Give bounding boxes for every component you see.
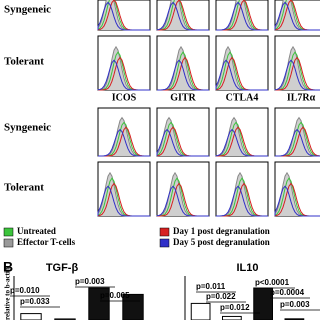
p-value: p=0.005	[100, 291, 130, 300]
legend-label: Day 5 post degranulation	[173, 237, 270, 247]
column-header: GITR	[170, 92, 196, 103]
histogram-curve	[216, 185, 268, 217]
histogram-curve	[97, 59, 150, 91]
p-value: p=0.022	[206, 292, 236, 301]
histogram-curve	[274, 185, 320, 217]
chart-title: IL10	[236, 262, 258, 274]
p-value: p=0.003	[280, 300, 310, 309]
p-value: p=0.0004	[270, 288, 305, 297]
histogram-curve	[275, 128, 320, 157]
row-label: Tolerant	[4, 182, 44, 194]
bar	[190, 302, 211, 320]
p-value: p=0.012	[220, 303, 250, 312]
p-value: p=0.011	[196, 282, 226, 291]
legend-label: Effector T-cells	[17, 237, 76, 247]
p-value: p<0.0001	[255, 278, 290, 287]
histogram-curve	[215, 128, 268, 157]
column-header: IL7Rα	[287, 92, 316, 103]
histogram-curve	[157, 59, 209, 91]
histogram-curve	[274, 59, 320, 91]
row-label: Syngeneic	[4, 4, 51, 16]
y-axis-label: relative to b-actin	[4, 267, 12, 320]
legend-swatch	[159, 227, 170, 237]
histogram-curve	[156, 185, 209, 217]
row-label: Tolerant	[4, 56, 44, 68]
histogram-curve	[215, 59, 268, 91]
histogram-curve	[97, 1, 150, 31]
column-header: ICOS	[112, 92, 137, 103]
histogram-curve	[216, 1, 268, 31]
histogram-curve	[274, 1, 320, 31]
panel-label: B	[3, 259, 13, 275]
p-value: p=0.010	[10, 286, 40, 295]
chart-title: TGF-β	[46, 262, 79, 274]
bar	[88, 287, 110, 320]
bar	[284, 318, 305, 320]
legend-swatch	[3, 227, 14, 237]
bar	[222, 315, 242, 320]
legend-swatch	[3, 238, 14, 248]
p-value: p=0.033	[20, 297, 50, 306]
legend-label: Day 1 post degranulation	[173, 226, 270, 236]
histogram-curve	[98, 128, 150, 157]
histogram-curve	[97, 185, 150, 217]
p-value: p=0.003	[75, 277, 105, 286]
column-header: CTLA4	[226, 92, 259, 103]
legend-label: Untreated	[17, 226, 56, 236]
histogram-curve	[156, 1, 209, 31]
legend-swatch	[159, 238, 170, 248]
bar	[20, 313, 42, 320]
row-label: Syngeneic	[4, 122, 51, 134]
histogram-curve	[156, 128, 209, 157]
